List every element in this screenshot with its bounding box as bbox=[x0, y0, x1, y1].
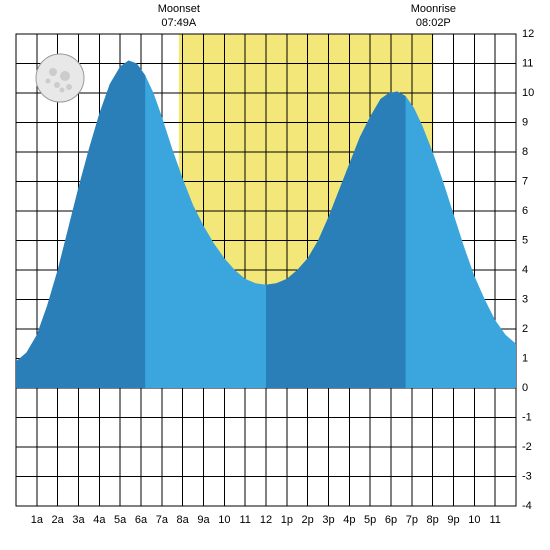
y-tick-label: -1 bbox=[522, 411, 532, 423]
y-tick-label: 11 bbox=[522, 57, 533, 69]
tide-chart: -4-3-2-101234567891011121a2a3a4a5a6a7a8a… bbox=[0, 0, 550, 550]
y-tick-label: 6 bbox=[522, 205, 528, 217]
x-tick-label: 11 bbox=[239, 514, 250, 526]
tide-area-dark bbox=[16, 61, 145, 388]
x-tick-label: 8p bbox=[427, 514, 439, 526]
moonrise-time: 08:02P bbox=[416, 17, 451, 29]
top-labels: Moonset 07:49A Moonrise 08:02P bbox=[158, 3, 456, 29]
chart-svg: -4-3-2-101234567891011121a2a3a4a5a6a7a8a… bbox=[0, 0, 550, 550]
moon-body bbox=[36, 54, 84, 102]
y-tick-label: 2 bbox=[522, 323, 528, 335]
x-tick-label: 12 bbox=[260, 514, 272, 526]
y-tick-label: -3 bbox=[522, 470, 532, 482]
y-tick-label: -4 bbox=[522, 500, 532, 512]
y-tick-label: 9 bbox=[522, 116, 528, 128]
y-tick-label: -2 bbox=[522, 441, 532, 453]
x-tick-label: 1p bbox=[281, 514, 293, 526]
x-tick-label: 1a bbox=[31, 514, 44, 526]
moonrise-title: Moonrise bbox=[411, 3, 456, 15]
y-tick-label: 10 bbox=[522, 87, 534, 99]
x-tick-label: 5p bbox=[364, 514, 376, 526]
x-tick-label: 7p bbox=[406, 514, 418, 526]
x-tick-label: 5a bbox=[114, 514, 127, 526]
y-tick-label: 7 bbox=[522, 175, 528, 187]
y-tick-label: 3 bbox=[522, 293, 528, 305]
x-tick-label: 4p bbox=[343, 514, 355, 526]
y-tick-label: 4 bbox=[522, 264, 528, 276]
y-tick-label: 5 bbox=[522, 234, 528, 246]
x-tick-label: 10 bbox=[218, 514, 230, 526]
moonset-time: 07:49A bbox=[161, 17, 197, 29]
x-tick-label: 3a bbox=[72, 514, 85, 526]
moon-icon bbox=[36, 54, 84, 102]
x-tick-label: 2a bbox=[52, 514, 65, 526]
x-tick-label: 10 bbox=[468, 514, 480, 526]
x-tick-label: 4a bbox=[93, 514, 106, 526]
y-tick-label: 8 bbox=[522, 146, 528, 158]
moonset-title: Moonset bbox=[158, 3, 200, 15]
x-tick-label: 9a bbox=[197, 514, 210, 526]
x-tick-label: 3p bbox=[322, 514, 334, 526]
x-tick-label: 2p bbox=[302, 514, 314, 526]
x-tick-label: 8a bbox=[177, 514, 190, 526]
x-tick-label: 7a bbox=[156, 514, 169, 526]
x-tick-label: 11 bbox=[489, 514, 500, 526]
x-tick-label: 9p bbox=[447, 514, 459, 526]
y-tick-label: 12 bbox=[522, 28, 534, 40]
x-tick-label: 6a bbox=[135, 514, 148, 526]
y-tick-label: 0 bbox=[522, 382, 528, 394]
y-tick-label: 1 bbox=[522, 352, 528, 364]
x-tick-label: 6p bbox=[385, 514, 397, 526]
